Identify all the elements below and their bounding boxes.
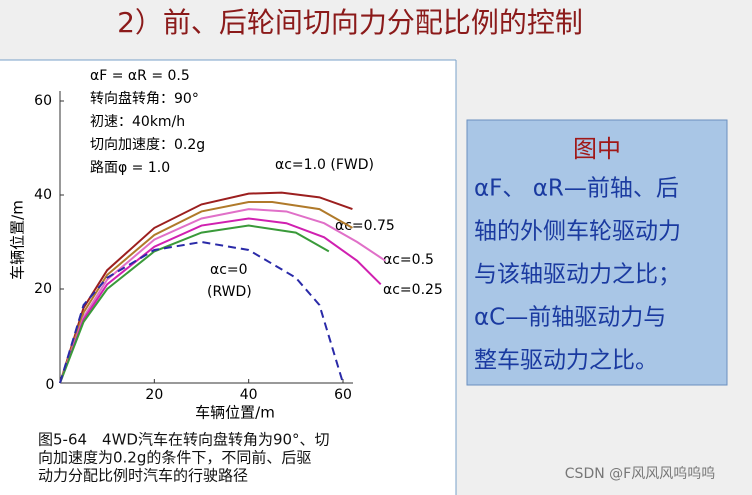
series-line (59, 208, 387, 384)
x-tick-label: 60 (334, 387, 352, 403)
condition: 转向盘转角：90° (90, 90, 199, 107)
series-line (59, 217, 382, 384)
side-line: 整车驱动力之比。 (474, 348, 658, 374)
condition: 初速：40km/h (90, 113, 185, 130)
condition: 路面φ = 1.0 (90, 160, 170, 176)
side-line: 与该轴驱动力之比； (474, 262, 681, 288)
curve-label: αc=0.25 (383, 282, 443, 298)
curve-label: αc=0.5 (383, 252, 434, 268)
series-line (59, 240, 344, 384)
side-line: αF、 αR—前轴、后 (474, 176, 679, 202)
y-tick-label: 40 (34, 187, 52, 203)
series-line (59, 224, 330, 384)
caption-line: 向加速度为0.2g的条件下，不同前、后驱 (38, 449, 311, 467)
curve-label: αc=1.0 (FWD) (275, 157, 374, 173)
y-axis-label: 车辆位置/m (9, 200, 27, 280)
side-line: αC—前轴驱动力与 (474, 305, 666, 331)
y-tick-label: 20 (34, 281, 52, 297)
condition: 切向加速度：0.2g (90, 137, 205, 153)
caption: 图5-64 4WD汽车在转向盘转角为90°、切向加速度为0.2g的条件下，不同前… (38, 431, 330, 485)
x-tick-label: 0 (46, 377, 55, 393)
series-line (59, 201, 353, 384)
plot: 20 40 60 0 20 40 60 车辆位置/m 车辆位置/m αF = αR = 0.5 转向… (9, 68, 443, 422)
caption-line: 图5-64 4WD汽车在转向盘转角为90°、切 (38, 431, 330, 449)
curve-label: αc=0.75 (335, 218, 395, 234)
y-tick-label: 60 (34, 93, 52, 109)
curve-label: αc=0 (210, 262, 248, 278)
condition: αF = αR = 0.5 (90, 68, 190, 84)
watermark: CSDN @F风风风呜呜呜 (565, 466, 715, 482)
x-tick-label: 20 (145, 387, 163, 403)
x-tick-label: 40 (240, 387, 258, 403)
caption-line: 动力分配比例时汽车的行驶路径 (38, 467, 248, 485)
side-box (466, 119, 728, 386)
side-heading: 图中 (573, 135, 621, 163)
slide-title: 2）前、后轮间切向力分配比例的控制 (117, 6, 583, 39)
side-line: 轴的外侧车轮驱动力 (474, 219, 681, 245)
chart-panel (0, 60, 456, 495)
x-axis-label: 车辆位置/m (195, 404, 275, 422)
curve-label: (RWD) (207, 284, 252, 300)
